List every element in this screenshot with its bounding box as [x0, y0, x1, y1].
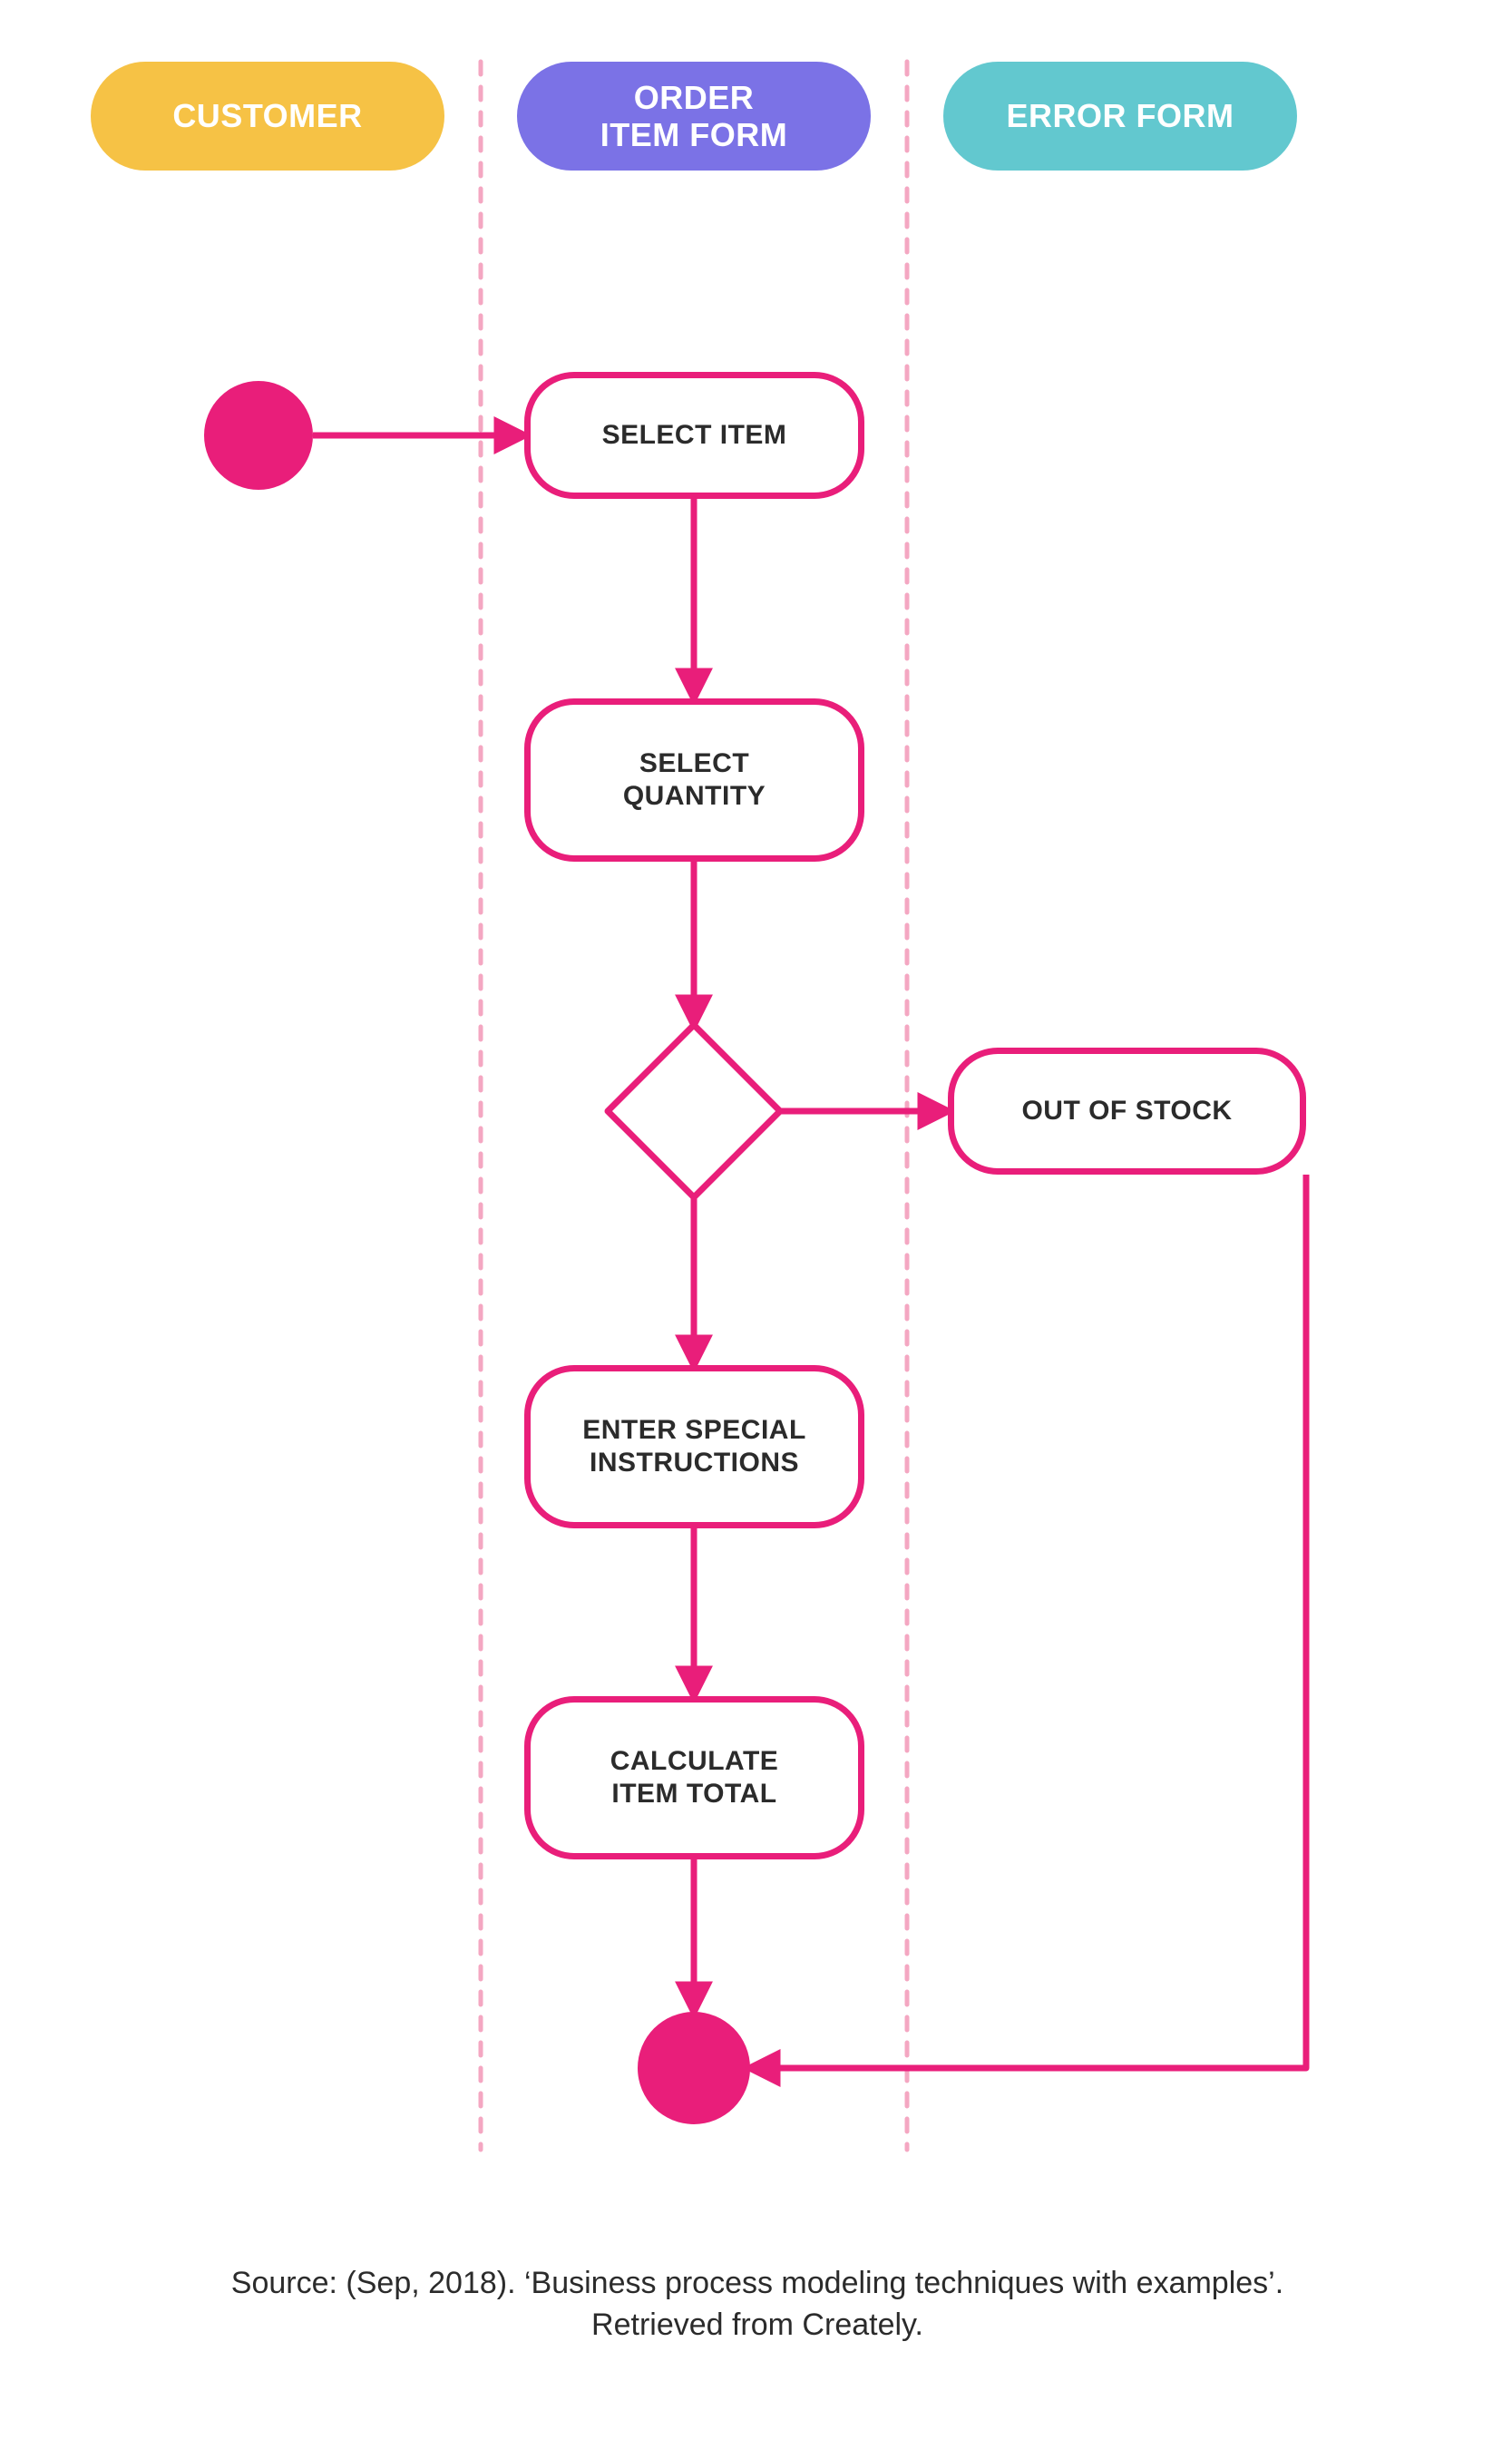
lane-header-lane-customer: CUSTOMER [91, 62, 444, 171]
end [638, 2012, 750, 2124]
node-out-of-stock: OUT OF STOCK [948, 1048, 1306, 1175]
node-calculate-total: CALCULATE ITEM TOTAL [524, 1696, 864, 1859]
start [204, 381, 313, 490]
flowchart-svg [0, 0, 1512, 2449]
lane-header-lane-order-item-form: ORDER ITEM FORM [517, 62, 871, 171]
lane-header-lane-error-form: ERROR FORM [943, 62, 1297, 171]
diagram-canvas: Source: (Sep, 2018). ‘Business process m… [0, 0, 1512, 2449]
node-select-item: SELECT ITEM [524, 372, 864, 499]
edge-e-oos-end [750, 1175, 1306, 2068]
node-select-quantity: SELECT QUANTITY [524, 698, 864, 862]
source-citation: Source: (Sep, 2018). ‘Business process m… [200, 2263, 1315, 2347]
node-enter-instructions: ENTER SPECIAL INSTRUCTIONS [524, 1365, 864, 1528]
decision [608, 1025, 780, 1197]
